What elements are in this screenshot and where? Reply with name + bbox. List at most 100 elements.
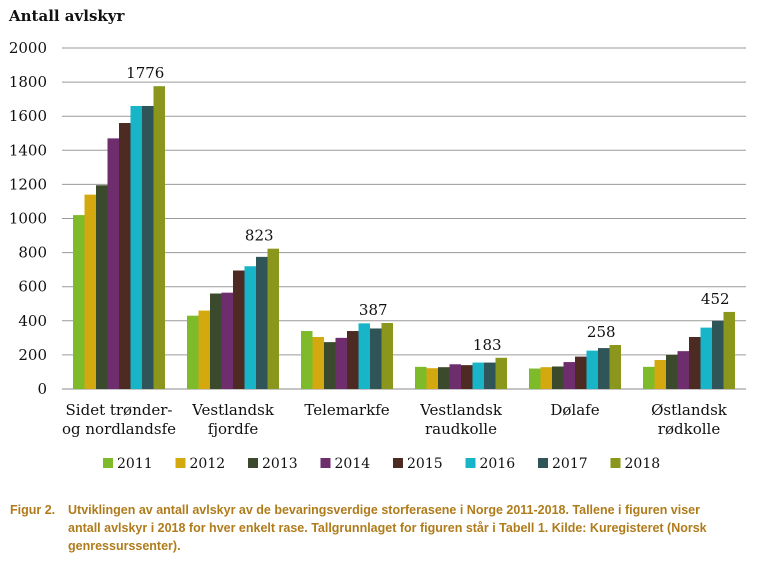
bar-2011-4	[529, 368, 541, 389]
bar-2012-2	[312, 336, 324, 389]
category-label: og nordlandsfe	[62, 420, 176, 438]
bar-2018-1	[267, 248, 279, 389]
bar-2017-1	[256, 256, 268, 389]
bar-2014-4	[563, 362, 575, 389]
bar-2016-4	[586, 350, 598, 389]
bar-2014-0	[107, 138, 119, 389]
y-tick-label: 0	[37, 380, 47, 398]
legend-label-2012: 2012	[190, 456, 226, 472]
y-tick-label: 400	[18, 312, 47, 330]
legend-swatch-2012	[175, 458, 186, 468]
data-label-2018: 387	[359, 301, 388, 319]
y-axis-title: Antall avlskyr	[8, 7, 125, 25]
legend-swatch-2014	[320, 458, 331, 468]
data-label-2018: 823	[245, 227, 274, 245]
category-label: rødkolle	[658, 420, 721, 438]
bar-2015-1	[233, 270, 245, 389]
y-tick-label: 600	[18, 278, 47, 296]
bar-2015-4	[575, 356, 587, 389]
caption-figure-label: Figur 2.	[10, 503, 56, 517]
bar-2017-2	[370, 328, 382, 389]
bar-2016-5	[700, 327, 712, 389]
bar-2016-0	[130, 105, 142, 389]
bar-2016-1	[244, 266, 256, 389]
data-label-2018: 183	[473, 336, 502, 354]
y-tick-label: 1200	[9, 175, 47, 193]
data-label-2018: 452	[701, 290, 730, 308]
bar-2013-1	[210, 293, 222, 389]
bar-2015-5	[689, 336, 701, 389]
category-label: Østlandsk	[651, 401, 728, 419]
bar-2011-0	[73, 215, 85, 389]
data-label-2018: 258	[587, 323, 616, 341]
bar-2013-4	[552, 366, 564, 389]
category-label: Vestlandsk	[419, 401, 503, 419]
category-label: fjordfe	[208, 420, 259, 438]
legend-label-2018: 2018	[625, 456, 661, 472]
bar-2017-5	[712, 320, 724, 389]
bar-chart: Antall avlskyr 0 200 400 600 800 1000 1200 1400…	[8, 7, 746, 472]
bar-2011-5	[643, 366, 655, 389]
legend-label-2017: 2017	[552, 456, 588, 472]
bar-2014-5	[677, 351, 689, 389]
figure-caption: Figur 2. Utviklingen av antall avlskyr av…	[10, 501, 760, 555]
legend-swatch-2011	[103, 458, 113, 468]
data-label-2018: 1776	[126, 64, 164, 82]
caption-line-3: genressurssenter).	[68, 539, 181, 553]
legend-swatch-2016	[465, 458, 476, 468]
legend-label-2013: 2013	[262, 456, 298, 472]
y-tick-label: 2000	[9, 39, 47, 57]
bars	[73, 86, 735, 390]
legend-label-2014: 2014	[335, 456, 371, 472]
bar-2018-0	[153, 86, 165, 389]
bar-2011-2	[301, 331, 313, 389]
legend-swatch-2015	[393, 458, 403, 468]
legend: 2011 2012 2013 2014 2015 2016 2017 2018	[103, 456, 660, 472]
bar-2018-2	[381, 323, 393, 389]
category-label: Vestlandsk	[191, 401, 275, 419]
y-tick-labels: 0 200 400 600 800 1000 1200 1400 1600 1800 2000	[9, 39, 47, 398]
legend-swatch-2018	[610, 458, 621, 468]
bar-2012-4	[540, 367, 552, 389]
y-tick-label: 1600	[9, 107, 47, 125]
bar-2017-4	[598, 348, 610, 389]
bar-2016-2	[358, 323, 370, 389]
bar-2011-3	[415, 366, 427, 389]
bar-2013-2	[324, 342, 336, 389]
y-tick-label: 1400	[9, 141, 47, 159]
legend-label-2015: 2015	[407, 456, 443, 472]
bar-2012-0	[84, 194, 96, 389]
bar-2011-1	[187, 315, 199, 389]
bar-2012-3	[426, 368, 438, 389]
y-tick-label: 1000	[9, 210, 47, 228]
legend-swatch-2013	[248, 458, 258, 468]
legend-swatch-2017	[538, 458, 548, 468]
bar-2014-1	[221, 292, 233, 389]
y-tick-label: 1800	[9, 73, 47, 91]
bar-2013-0	[96, 185, 108, 389]
category-label: Sidet trønder-	[66, 401, 173, 419]
y-tick-label: 200	[18, 346, 47, 364]
category-label: raudkolle	[425, 420, 497, 438]
category-label: Telemarkfe	[304, 401, 389, 419]
gridlines	[62, 47, 746, 390]
bar-2014-2	[335, 337, 347, 389]
bar-2012-1	[198, 310, 210, 389]
bar-2017-0	[142, 105, 154, 389]
legend-label-2011: 2011	[117, 456, 153, 472]
bar-2015-0	[119, 123, 131, 390]
bar-2018-5	[723, 311, 735, 389]
caption-line-1: Utviklingen av antall avlskyr av de beva…	[68, 503, 701, 517]
bar-2012-5	[654, 360, 666, 389]
bar-2017-3	[484, 362, 496, 389]
bar-2014-3	[449, 364, 461, 389]
category-labels: Sidet trønder-og nordlandsfeVestlandskfj…	[62, 401, 728, 438]
bar-2015-2	[347, 331, 359, 389]
bar-2015-3	[461, 365, 473, 389]
bar-2016-3	[472, 362, 484, 389]
y-tick-label: 800	[18, 244, 47, 262]
caption-line-2: antall avlskyr i 2018 for hver enkelt ra…	[68, 521, 707, 535]
legend-label-2016: 2016	[480, 456, 516, 472]
bar-2013-3	[438, 367, 450, 389]
bar-2018-4	[609, 345, 621, 389]
